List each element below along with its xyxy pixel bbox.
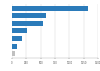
Bar [12, 28, 27, 33]
Bar [12, 36, 22, 41]
Bar [12, 51, 15, 56]
Bar [12, 6, 88, 11]
Bar [12, 21, 43, 26]
Bar [12, 13, 46, 18]
Bar [12, 44, 17, 49]
